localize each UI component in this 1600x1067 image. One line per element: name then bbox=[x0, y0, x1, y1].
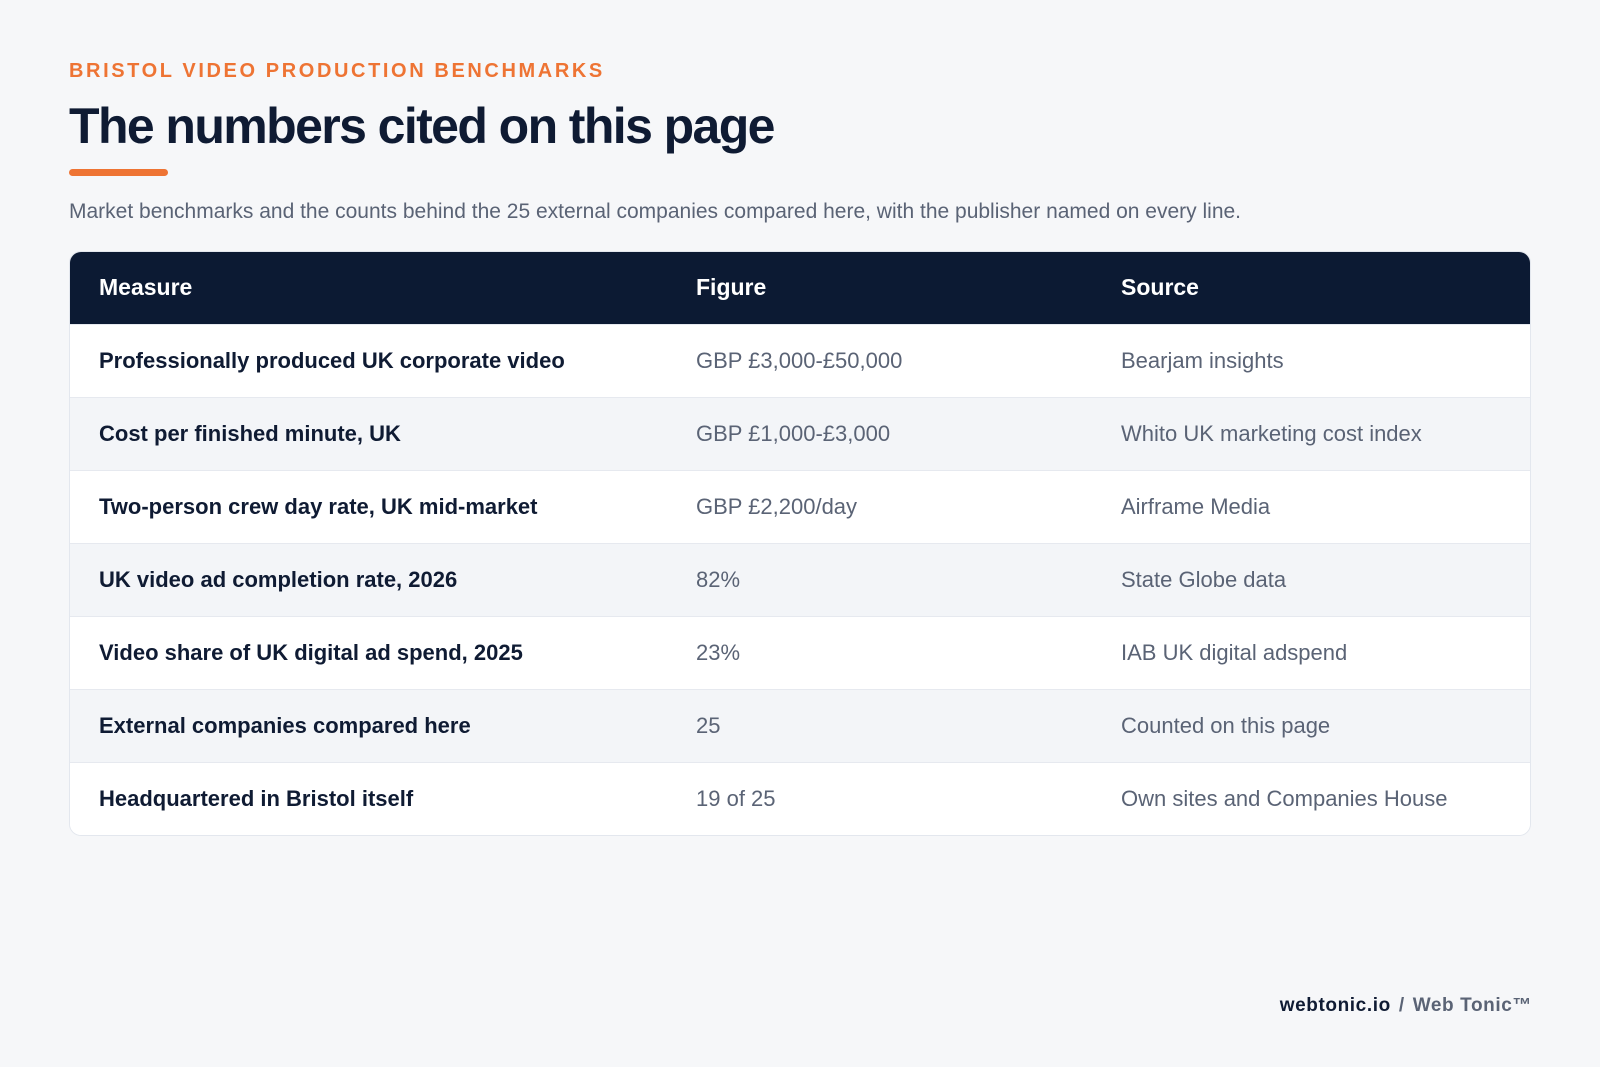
footer-brand: Web Tonic™ bbox=[1412, 995, 1532, 1016]
cell-figure: 23% bbox=[696, 639, 741, 665]
cell-measure: UK video ad completion rate, 2026 bbox=[99, 566, 458, 592]
cell-figure: GBP £2,200/day bbox=[696, 493, 858, 519]
cell-source: Airframe Media bbox=[1121, 493, 1271, 519]
cell-source: State Globe data bbox=[1121, 566, 1287, 592]
cell-measure: Two-person crew day rate, UK mid-market bbox=[99, 493, 538, 519]
cell-source: Counted on this page bbox=[1121, 712, 1331, 738]
table-row: Professionally produced UK corporate vid… bbox=[70, 324, 1530, 397]
table-row: Video share of UK digital ad spend, 2025… bbox=[70, 616, 1530, 689]
page-subtitle: Market benchmarks and the counts behind … bbox=[69, 200, 1242, 223]
cell-measure: Professionally produced UK corporate vid… bbox=[99, 347, 565, 373]
benchmarks-table: Measure Figure Source Professionally pro… bbox=[70, 252, 1530, 835]
table-header: Measure Figure Source bbox=[70, 252, 1530, 324]
cell-measure: Cost per finished minute, UK bbox=[99, 420, 401, 446]
column-header-measure: Measure bbox=[99, 274, 193, 301]
cell-figure: 82% bbox=[696, 566, 741, 592]
table-header-row: Measure Figure Source bbox=[70, 252, 1530, 324]
footer-separator: / bbox=[1398, 995, 1405, 1016]
cell-source: Whito UK marketing cost index bbox=[1121, 420, 1422, 446]
cell-source: Own sites and Companies House bbox=[1121, 785, 1448, 811]
title-accent-rule bbox=[69, 169, 168, 176]
cell-figure: 19 of 25 bbox=[696, 785, 776, 811]
cell-source: IAB UK digital adspend bbox=[1121, 639, 1348, 665]
cell-figure: 25 bbox=[696, 712, 721, 738]
cell-figure: GBP £3,000-£50,000 bbox=[696, 347, 903, 373]
table-row: UK video ad completion rate, 2026 82% St… bbox=[70, 543, 1530, 616]
page-title: The numbers cited on this page bbox=[69, 98, 775, 154]
benchmarks-table-card: Measure Figure Source Professionally pro… bbox=[69, 251, 1531, 836]
cell-measure: Video share of UK digital ad spend, 2025 bbox=[99, 639, 523, 665]
cell-measure: External companies compared here bbox=[99, 712, 471, 738]
eyebrow-label: BRISTOL VIDEO PRODUCTION BENCHMARKS bbox=[69, 60, 605, 82]
footer-domain: webtonic.io bbox=[1279, 995, 1391, 1016]
table-row: Cost per finished minute, UK GBP £1,000-… bbox=[70, 397, 1530, 470]
table-row: Headquartered in Bristol itself 19 of 25… bbox=[70, 762, 1530, 835]
footer-credit: webtonic.io / Web Tonic™ bbox=[1280, 995, 1532, 1017]
page-content: BRISTOL VIDEO PRODUCTION BENCHMARKS The … bbox=[69, 58, 1531, 836]
cell-figure: GBP £1,000-£3,000 bbox=[696, 420, 891, 446]
cell-source: Bearjam insights bbox=[1121, 347, 1284, 373]
cell-measure: Headquartered in Bristol itself bbox=[99, 785, 414, 811]
column-header-source: Source bbox=[1121, 274, 1199, 301]
table-body: Professionally produced UK corporate vid… bbox=[70, 324, 1530, 835]
table-row: Two-person crew day rate, UK mid-market … bbox=[70, 470, 1530, 543]
column-header-figure: Figure bbox=[696, 274, 767, 301]
table-row: External companies compared here 25 Coun… bbox=[70, 689, 1530, 762]
